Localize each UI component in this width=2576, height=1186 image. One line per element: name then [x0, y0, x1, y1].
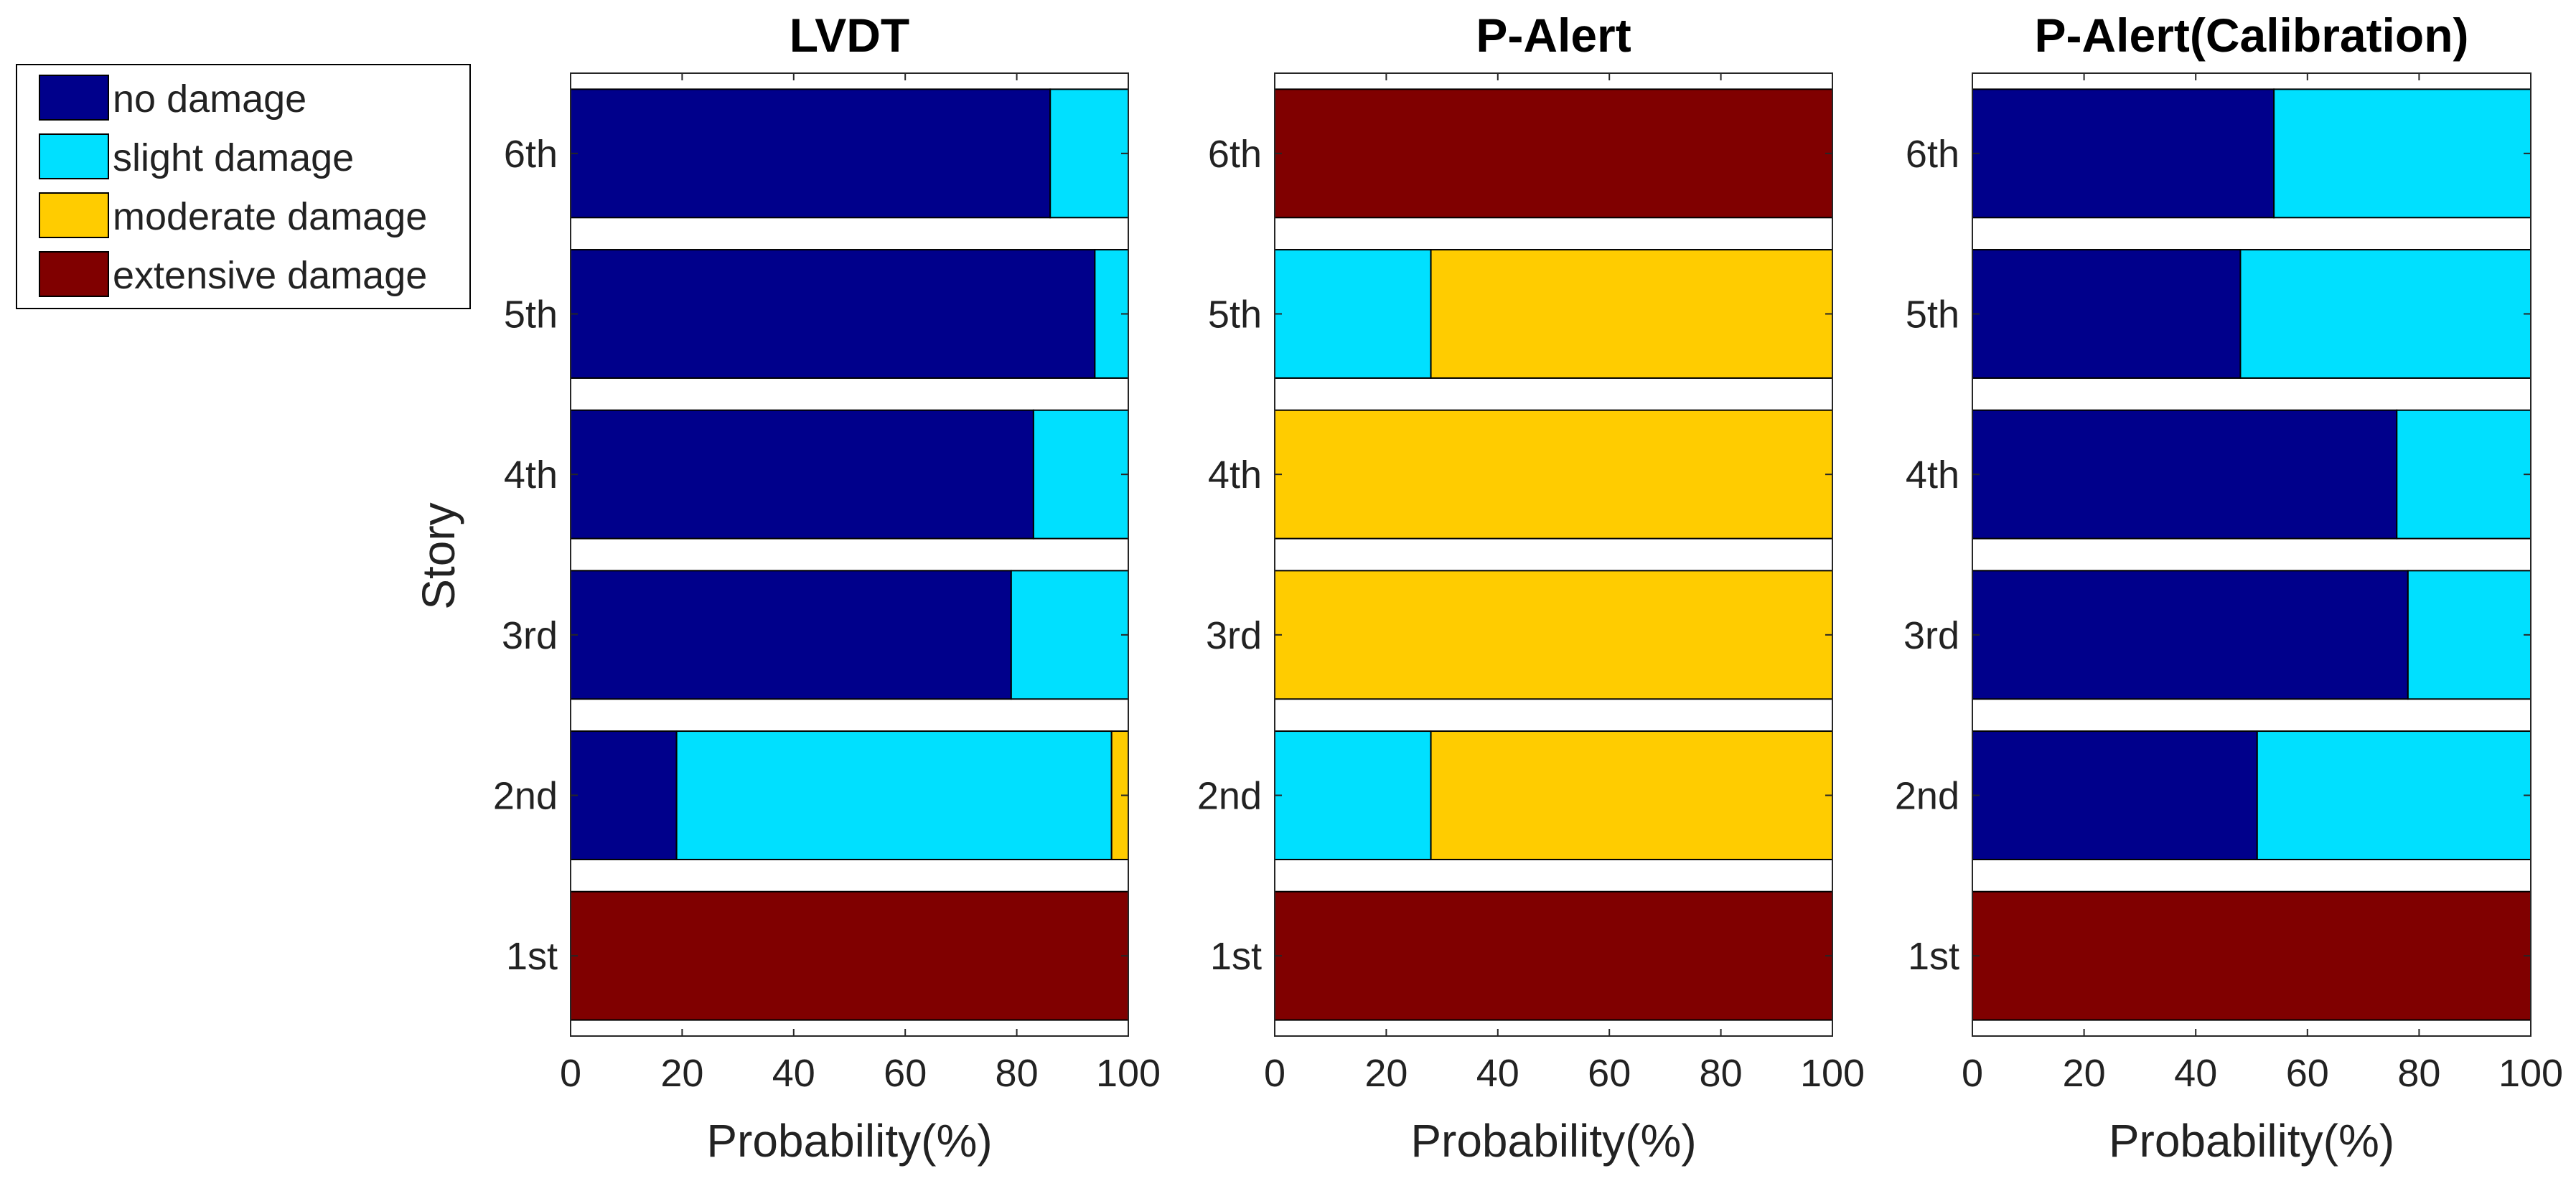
legend-item-moderate-damage: moderate damage — [39, 192, 427, 238]
y-axis-label: Story — [413, 502, 464, 609]
bar-6th-no-damage — [1972, 88, 2275, 219]
bar-1st-extensive-damage — [1274, 890, 1833, 1021]
x-tick-label-0: 0 — [1264, 1052, 1285, 1095]
bar-1st-extensive-damage — [570, 890, 1129, 1021]
x-tick-label-0: 0 — [560, 1052, 581, 1095]
y-tick-label-2nd: 2nd — [1197, 775, 1262, 818]
y-tick-label-5th: 5th — [504, 293, 558, 336]
legend-label-moderate-damage: moderate damage — [113, 195, 427, 238]
x-tick-label-20: 20 — [1364, 1052, 1408, 1095]
y-tick-label-6th: 6th — [1208, 133, 1262, 176]
x-tick-label-80: 80 — [996, 1052, 1039, 1095]
bar-5th-moderate-damage — [1430, 249, 1834, 379]
bar-4th-no-damage — [1972, 409, 2398, 540]
bar-5th-slight-damage — [1274, 249, 1432, 379]
legend-swatch-extensive-damage — [39, 251, 109, 297]
legend-item-no-damage: no damage — [39, 75, 306, 121]
legend-label-extensive-damage: extensive damage — [113, 254, 427, 297]
y-tick-label-1st: 1st — [1908, 935, 1959, 978]
y-tick-label-3rd: 3rd — [1206, 614, 1262, 657]
x-tick-label-20: 20 — [2063, 1052, 2106, 1095]
x-tick-label-60: 60 — [884, 1052, 927, 1095]
y-tick-label-5th: 5th — [1208, 293, 1262, 336]
x-tick-label-40: 40 — [2174, 1052, 2217, 1095]
legend-swatch-no-damage — [39, 75, 109, 121]
bar-2nd-no-damage — [1972, 730, 2258, 860]
bar-2nd-slight-damage — [1274, 730, 1432, 860]
bar-4th-slight-damage — [1032, 409, 1130, 540]
legend-swatch-slight-damage — [39, 133, 109, 179]
panel-p-alert: P-Alert 1st 2nd 3rd 4th 5th 6th 0 20 40 60 80 100 Pro… — [1197, 9, 1865, 1167]
x-tick-label-60: 60 — [2286, 1052, 2329, 1095]
axes-frame — [570, 72, 1129, 1037]
y-tick-label-3rd: 3rd — [1903, 614, 1959, 657]
x-axis-label: Probability(%) — [2109, 1115, 2394, 1167]
x-tick-label-0: 0 — [1962, 1052, 1983, 1095]
x-axis-label: Probability(%) — [706, 1115, 992, 1167]
axes-frame — [1274, 72, 1833, 1037]
bar-3rd-moderate-damage — [1274, 570, 1833, 700]
bar-3rd-no-damage — [1972, 570, 2409, 700]
bar-5th-no-damage — [1972, 249, 2242, 379]
x-tick-label-40: 40 — [772, 1052, 815, 1095]
bar-6th-extensive-damage — [1274, 88, 1833, 219]
legend: no damage slight damage moderate damage … — [16, 64, 471, 309]
x-tick-label-40: 40 — [1476, 1052, 1519, 1095]
bar-2nd-slight-damage — [2256, 730, 2532, 860]
panel-p-alert-calibration: P-Alert(Calibration) 1st 2nd 3rd 4th 5th 6th 0 2… — [1895, 9, 2563, 1167]
y-tick-label-6th: 6th — [504, 133, 558, 176]
y-tick-label-6th: 6th — [1906, 133, 1959, 176]
bar-4th-slight-damage — [2396, 409, 2532, 540]
legend-label-no-damage: no damage — [113, 77, 306, 121]
bar-6th-slight-damage — [1049, 88, 1129, 219]
chart-title: LVDT — [790, 9, 909, 62]
x-tick-label-100: 100 — [1096, 1052, 1161, 1095]
x-tick-label-20: 20 — [660, 1052, 703, 1095]
bar-2nd-no-damage — [570, 730, 678, 860]
legend-label-slight-damage: slight damage — [113, 136, 354, 179]
panel-lvdt: LVDT 1st 2nd 3rd 4th 5th 6th 0 20 40 60 80 100 Probab… — [493, 9, 1161, 1167]
x-axis-label: Probability(%) — [1410, 1115, 1696, 1167]
bar-1st-extensive-damage — [1972, 890, 2531, 1021]
y-tick-label-2nd: 2nd — [1895, 775, 1959, 818]
x-tick-label-80: 80 — [1700, 1052, 1743, 1095]
y-tick-label-5th: 5th — [1906, 293, 1959, 336]
bar-5th-no-damage — [570, 249, 1096, 379]
axes-frame — [1972, 72, 2531, 1037]
x-tick-label-100: 100 — [2498, 1052, 2563, 1095]
y-tick-label-4th: 4th — [1906, 453, 1959, 496]
y-tick-label-4th: 4th — [1208, 453, 1262, 496]
y-tick-label-4th: 4th — [504, 453, 558, 496]
bar-2nd-moderate-damage — [1430, 730, 1834, 860]
y-tick-label-2nd: 2nd — [493, 775, 558, 818]
bar-4th-moderate-damage — [1274, 409, 1833, 540]
y-tick-label-3rd: 3rd — [502, 614, 558, 657]
bar-2nd-slight-damage — [675, 730, 1113, 860]
legend-item-slight-damage: slight damage — [39, 133, 354, 179]
x-tick-label-80: 80 — [2397, 1052, 2440, 1095]
x-tick-label-60: 60 — [1588, 1052, 1631, 1095]
bar-6th-slight-damage — [2273, 88, 2532, 219]
bar-5th-slight-damage — [2239, 249, 2531, 379]
bar-4th-no-damage — [570, 409, 1034, 540]
legend-item-extensive-damage: extensive damage — [39, 251, 427, 297]
x-tick-label-100: 100 — [1800, 1052, 1865, 1095]
y-tick-label-1st: 1st — [1210, 935, 1262, 978]
chart-title: P-Alert — [1476, 9, 1631, 62]
bar-3rd-slight-damage — [2407, 570, 2532, 700]
bar-6th-no-damage — [570, 88, 1052, 219]
legend-swatch-moderate-damage — [39, 192, 109, 238]
chart-title: P-Alert(Calibration) — [2034, 9, 2468, 62]
bar-3rd-slight-damage — [1010, 570, 1129, 700]
bar-3rd-no-damage — [570, 570, 1012, 700]
y-tick-label-1st: 1st — [506, 935, 558, 978]
